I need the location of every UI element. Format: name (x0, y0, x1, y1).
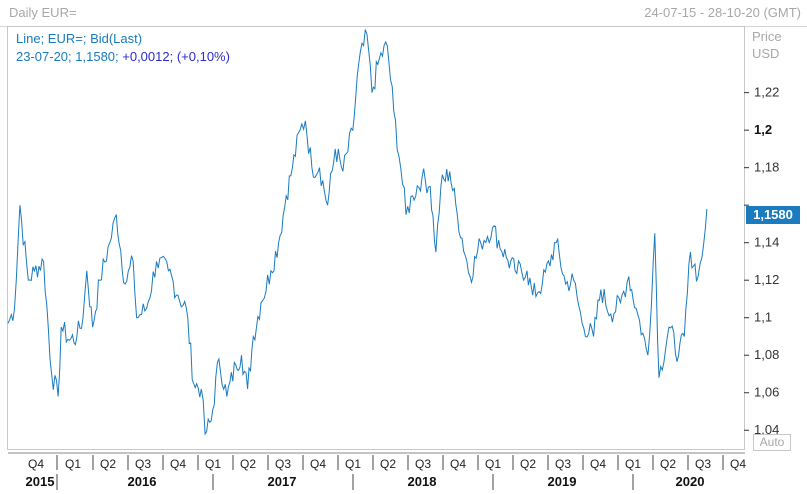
legend-last-value-text: 23-07-20; 1,1580; (16, 49, 123, 64)
x-year-label: 2019 (548, 474, 577, 489)
x-quarter-label: Q4 (450, 457, 466, 471)
x-quarter-label: Q2 (100, 457, 116, 471)
x-quarter-label: Q4 (590, 457, 606, 471)
x-quarter-label: Q1 (625, 457, 641, 471)
x-quarter-label: Q2 (520, 457, 536, 471)
x-quarter-label: Q1 (205, 457, 221, 471)
x-year-label: 2017 (268, 474, 297, 489)
price-label: Price (752, 29, 782, 44)
x-year-label: 2018 (408, 474, 437, 489)
x-quarter-label: Q4 (730, 457, 746, 471)
x-year-label: 2016 (128, 474, 157, 489)
x-quarter-label: Q3 (275, 457, 291, 471)
chart-title: Daily EUR= (9, 5, 77, 20)
current-value-tag: 1,1580 (746, 206, 800, 224)
y-axis-ticks: 1,04 1,06 1,08 1,1 1,12 1,14 1,18 1,2 1,22 (744, 85, 779, 437)
eur-price-line (7, 29, 708, 436)
y-tick-label: 1,1 (754, 310, 772, 325)
y-tick-label: 1,22 (754, 85, 779, 100)
legend-series: Line; EUR=; Bid(Last) (16, 31, 143, 46)
x-quarter-label: Q1 (345, 457, 361, 471)
x-quarter-label: Q1 (485, 457, 501, 471)
x-quarter-label: Q4 (310, 457, 326, 471)
y-tick-label: 1,14 (754, 235, 779, 250)
x-quarter-label: Q3 (555, 457, 571, 471)
y-tick-label: 1,12 (754, 272, 779, 287)
x-quarter-label: Q2 (240, 457, 256, 471)
x-quarter-label: Q4 (28, 457, 44, 471)
x-quarter-label: Q4 (170, 457, 186, 471)
x-quarter-label: Q2 (660, 457, 676, 471)
auto-scale-button[interactable]: Auto (753, 434, 791, 451)
x-quarter-label: Q1 (65, 457, 81, 471)
y-axis-title: Price USD (752, 28, 782, 62)
x-year-label: 2020 (676, 474, 705, 489)
plot-area[interactable] (7, 26, 745, 450)
y-tick-label: 1,18 (754, 160, 779, 175)
y-tick-label: 1,08 (754, 347, 779, 362)
y-tick-label: 1,04 (754, 422, 779, 437)
line-series-layer (7, 29, 708, 436)
currency-label: USD (752, 46, 780, 61)
legend-change-text: +0,0012; (+0,10%) (122, 49, 230, 64)
x-axis: Q4 Q1 Q2 Q3 Q4 Q1 Q2 Q3 Q4 Q1 Q2 Q3 Q4 Q1 Q2 Q3 Q4 Q1 Q2 Q3… (8, 452, 746, 490)
x-quarter-label: Q3 (695, 457, 711, 471)
x-year-label: 2015 (26, 474, 55, 489)
y-tick-label: 1,2 (754, 122, 772, 137)
x-quarter-label: Q3 (135, 457, 151, 471)
x-quarter-label: Q3 (415, 457, 431, 471)
y-tick-label: 1,06 (754, 385, 779, 400)
legend-last-value: 23-07-20; 1,1580; +0,0012; (+0,10%) (16, 49, 230, 64)
x-quarter-label: Q2 (380, 457, 396, 471)
date-range: 24-07-15 - 28-10-20 (GMT) (644, 5, 801, 20)
